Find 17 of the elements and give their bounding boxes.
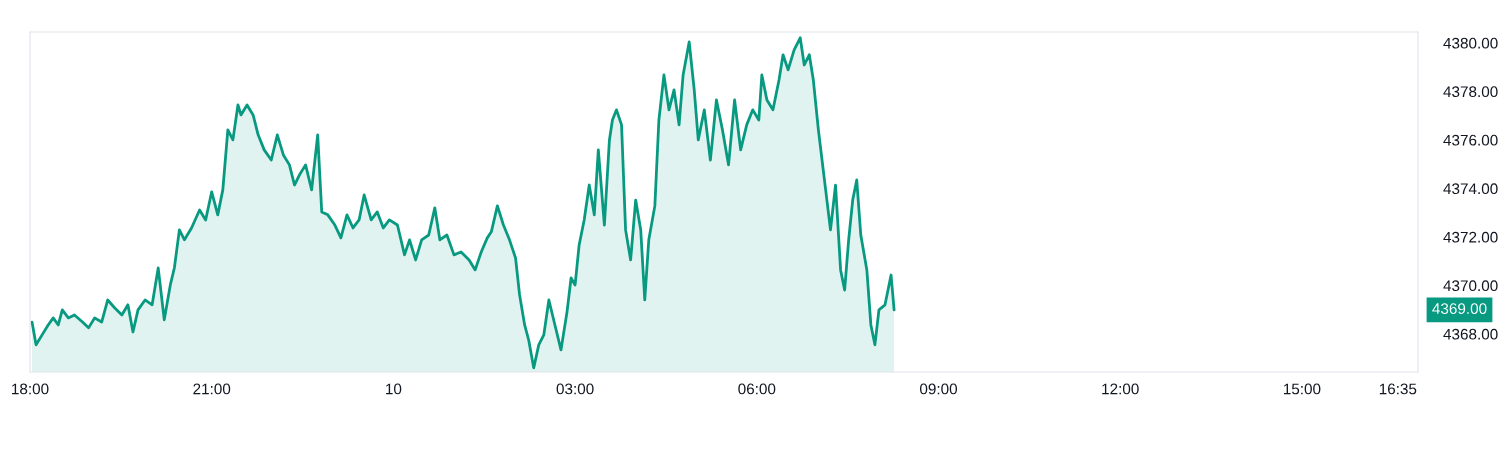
y-tick-label: 4376.00 (1443, 134, 1498, 146)
y-tick-label: 4368.00 (1443, 328, 1498, 340)
y-tick-label: 4378.00 (1443, 86, 1498, 98)
text: 4369.00 (1432, 303, 1487, 315)
x-tick-label: 03:00 (556, 383, 594, 395)
x-tick-label: 21:00 (193, 383, 231, 395)
x-tick-label: 12:00 (1102, 383, 1139, 395)
x-tick-label: 10 (386, 383, 402, 395)
y-tick-label: 4380.00 (1443, 37, 1498, 49)
x-tick-label: 09:00 (919, 383, 958, 395)
x-tick-label: 18:00 (12, 383, 49, 395)
x-tick-label: 16:35 (1379, 383, 1417, 395)
x-tick-label: 15:00 (1283, 383, 1321, 395)
y-tick-label: 4374.00 (1443, 183, 1498, 195)
x-tick-label: 06:00 (738, 383, 776, 395)
y-tick-label: 4370.00 (1443, 280, 1498, 292)
y-tick-label: 4372.00 (1443, 231, 1498, 243)
